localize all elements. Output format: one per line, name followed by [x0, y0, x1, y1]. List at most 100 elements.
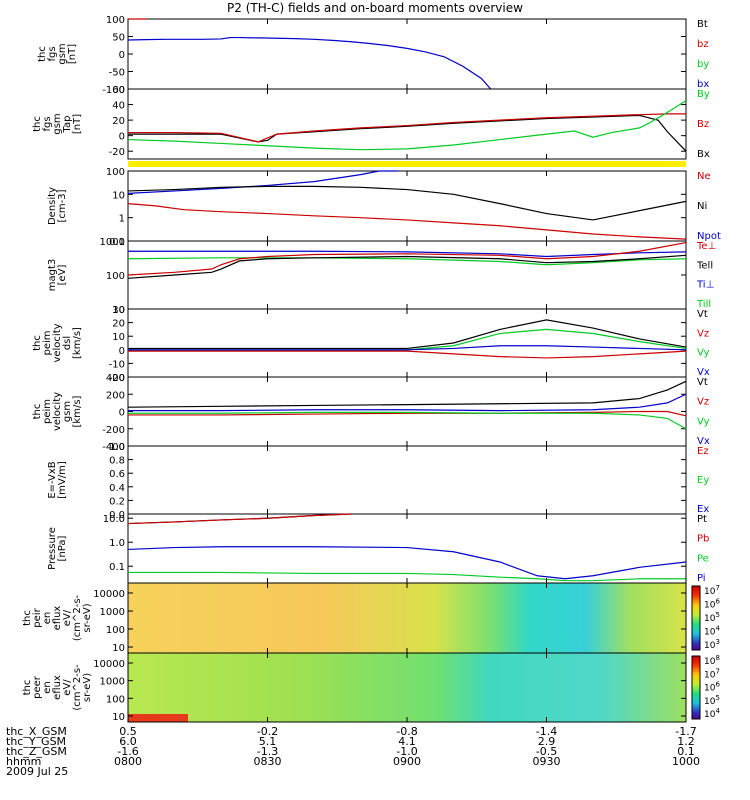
legend-label: Vz: [697, 328, 709, 339]
y-axis-label: [eV]: [57, 265, 68, 286]
y-tick-label: 10000: [93, 659, 125, 670]
y-axis-label: (cm^2-s-: [72, 594, 83, 641]
legend-label: Ni: [697, 201, 707, 212]
footer-value: 6.0: [119, 735, 137, 748]
footer-row-label: 2009 Jul 25: [6, 765, 68, 778]
legend-label: Bz: [697, 119, 709, 130]
colorbar-tick-label: 108: [704, 654, 720, 667]
colorbar-tick-label: 107: [704, 667, 720, 680]
colorbar-tick-label: 106: [704, 598, 720, 611]
colorbar-tick-label: 105: [704, 694, 720, 707]
footer-value: 0830: [254, 755, 282, 768]
panel-frame-3: [127, 170, 687, 242]
legend-label: Till: [696, 299, 711, 310]
y-tick-label: 10: [112, 305, 125, 316]
y-tick-label: 10.0: [103, 514, 125, 525]
y-axis-label: thc: [22, 680, 33, 696]
y-tick-label: 0.4: [109, 483, 125, 494]
y-axis-label: eflux: [52, 606, 63, 631]
y-tick-label: 0.0: [109, 510, 125, 521]
y-tick-label: 1000: [100, 237, 125, 248]
series-line-Vt: [128, 319, 687, 350]
legend-label: Vy: [697, 416, 710, 427]
y-tick-label: 0.1: [109, 562, 125, 573]
series-line-bx: [127, 36, 492, 90]
legend-label: Ez: [697, 446, 709, 457]
y-tick-label: 10: [112, 332, 125, 343]
y-axis-label: gsm: [62, 401, 73, 422]
y-axis-label: dsl: [62, 336, 73, 350]
heatmap-10: [128, 653, 686, 722]
y-axis-label: sr-eV): [82, 603, 93, 632]
y-tick-label: 0.8: [109, 456, 125, 467]
legend-label: Vt: [697, 377, 708, 388]
y-tick-label: 40: [112, 101, 125, 112]
panel-frame-7: [127, 445, 687, 515]
y-tick-label: 1.0: [109, 442, 125, 453]
yellow-band: [128, 161, 686, 167]
y-axis-label: [nT]: [72, 114, 83, 134]
y-tick-label: 0: [119, 50, 125, 61]
colorbar-10: [691, 655, 701, 720]
series-line-Bz: [128, 113, 686, 143]
y-tick-label: 0.1: [109, 237, 125, 248]
footer-value: -1.4: [536, 725, 557, 738]
y-axis-label: peer: [32, 675, 43, 699]
y-axis-label: [nT]: [67, 44, 78, 64]
footer-value: 0.5: [119, 725, 137, 738]
footer-value: 1.2: [677, 735, 695, 748]
y-tick-label: 20: [112, 116, 125, 127]
y-tick-label: 30: [112, 305, 125, 316]
y-tick-label: 10: [112, 712, 125, 723]
legend-label: Vy: [697, 348, 710, 359]
series-line-Ne: [127, 203, 687, 240]
y-tick-label: 50: [112, 33, 125, 44]
series-line-Pe: [128, 571, 686, 582]
y-axis-label: en: [42, 681, 53, 694]
y-tick-label: 0: [119, 346, 125, 357]
footer-value: -1.6: [117, 745, 138, 758]
y-tick-label: 100: [106, 167, 125, 178]
series-line-Vt: [127, 380, 687, 408]
legend-label: Pi: [697, 573, 706, 584]
y-axis-label: thc: [32, 335, 43, 351]
series-line-Vz: [128, 350, 687, 359]
footer-value: -0.5: [536, 745, 557, 758]
y-tick-label: 10000: [93, 589, 125, 600]
legend-label: Vt: [697, 309, 708, 320]
legend-label: Vx: [697, 367, 710, 378]
colorbar-tick-label: 106: [704, 681, 720, 694]
footer-value: 4.1: [398, 735, 416, 748]
y-tick-label: 100: [106, 625, 125, 636]
y-axis-label: [nPa]: [57, 535, 68, 561]
y-tick-label: 10: [112, 190, 125, 201]
y-axis-label: [km/s]: [72, 395, 83, 427]
y-axis-label: peir: [32, 607, 43, 627]
legend-label: Pe: [697, 553, 709, 564]
colorbar-tick-label: 107: [704, 584, 720, 597]
series-line-Te⊥: [127, 241, 687, 276]
y-axis-label: (cm^2-s-: [72, 664, 83, 711]
y-axis-label: eflux: [52, 675, 63, 700]
legend-label: Ne: [697, 171, 711, 182]
footer-value: 0.1: [677, 745, 695, 758]
y-axis-label: magt3: [47, 259, 58, 292]
y-tick-label: -200: [102, 425, 125, 436]
legend-label: Pt: [697, 514, 707, 525]
y-tick-label: 1.0: [109, 538, 125, 549]
y-axis-label: velocity: [52, 392, 63, 431]
legend-label: by: [697, 59, 709, 70]
y-tick-label: 20: [112, 319, 125, 330]
footer-row-label: hhmm: [6, 755, 41, 768]
y-tick-label: 0: [119, 408, 125, 419]
y-axis-label: peim: [42, 330, 53, 355]
series-line-Ni: [127, 185, 687, 221]
y-tick-label: 100: [106, 15, 125, 26]
legend-label: Ex: [697, 504, 709, 515]
legend-label: Vx: [697, 436, 710, 447]
y-axis-label: en: [42, 612, 53, 625]
footer-value: -1.3: [257, 745, 278, 758]
panel-frame-6: [127, 376, 687, 447]
y-axis-label: eV/: [62, 609, 73, 626]
